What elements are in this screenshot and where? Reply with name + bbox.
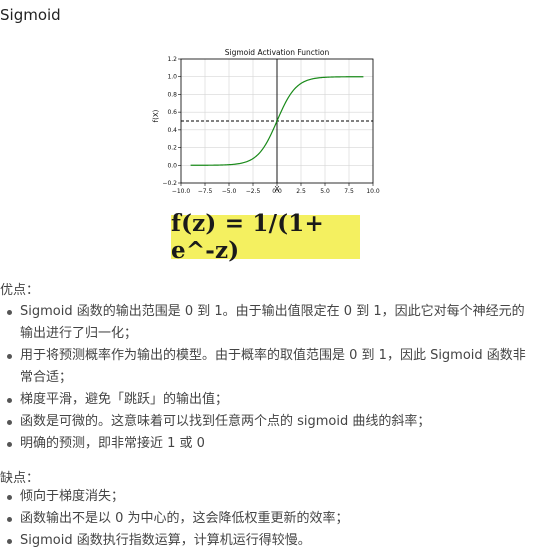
x-tick-label: −2.5 bbox=[246, 188, 261, 195]
x-tick-label: 2.5 bbox=[296, 188, 306, 195]
formula-text: f(z) = 1/(1+ e^-z) bbox=[171, 210, 360, 264]
y-tick-label: −0.2 bbox=[162, 180, 177, 187]
sigmoid-chart: Sigmoid Activation Function −10.0 −7.5 −5.… bbox=[150, 46, 390, 196]
list-item: 倾向于梯度消失； bbox=[0, 486, 536, 508]
cons-label: 缺点： bbox=[0, 467, 39, 486]
y-tick-label: 1.2 bbox=[167, 56, 177, 63]
chart-title: Sigmoid Activation Function bbox=[225, 48, 330, 57]
cons-list: 倾向于梯度消失； 函数输出不是以 0 为中心的，这会降低权重更新的效率； Sigmo… bbox=[0, 486, 536, 552]
x-tick-label: −10.0 bbox=[172, 188, 191, 195]
x-tick-label: −7.5 bbox=[198, 188, 213, 195]
list-item: 函数是可微的。这意味着可以找到任意两个点的 sigmoid 曲线的斜率； bbox=[0, 411, 536, 433]
y-tick-label: 0.0 bbox=[167, 162, 177, 169]
x-tick-label: 5.0 bbox=[320, 188, 330, 195]
y-tick-label: 1.0 bbox=[167, 74, 177, 81]
y-tick-label: 0.8 bbox=[167, 91, 177, 98]
list-item: 函数输出不是以 0 为中心的，这会降低权重更新的效率； bbox=[0, 508, 536, 530]
y-axis-ticks: −0.2 0.0 0.2 0.4 0.6 0.8 1.0 1.2 bbox=[162, 56, 181, 187]
y-axis-label: f(X) bbox=[152, 109, 160, 122]
x-tick-label: 7.5 bbox=[344, 188, 354, 195]
y-tick-label: 0.6 bbox=[167, 109, 177, 116]
x-tick-label: 10.0 bbox=[366, 188, 380, 195]
list-item: 明确的预测，即非常接近 1 或 0 bbox=[0, 433, 536, 455]
pros-label: 优点： bbox=[0, 279, 39, 298]
x-tick-label: −5.0 bbox=[222, 188, 237, 195]
formula-highlight: f(z) = 1/(1+ e^-z) bbox=[171, 215, 360, 259]
section-heading: Sigmoid bbox=[0, 6, 61, 24]
list-item: Sigmoid 函数的输出范围是 0 到 1。由于输出值限定在 0 到 1，因此… bbox=[0, 301, 536, 345]
y-tick-label: 0.2 bbox=[167, 145, 177, 152]
list-item: 用于将预测概率作为输出的模型。由于概率的取值范围是 0 到 1，因此 Sigmo… bbox=[0, 345, 536, 389]
list-item: Sigmoid 函数执行指数运算，计算机运行得较慢。 bbox=[0, 530, 536, 552]
list-item: 梯度平滑，避免「跳跃」的输出值； bbox=[0, 389, 536, 411]
y-tick-label: 0.4 bbox=[167, 127, 177, 134]
x-axis-label: X bbox=[274, 185, 279, 194]
pros-list: Sigmoid 函数的输出范围是 0 到 1。由于输出值限定在 0 到 1，因此… bbox=[0, 301, 536, 455]
